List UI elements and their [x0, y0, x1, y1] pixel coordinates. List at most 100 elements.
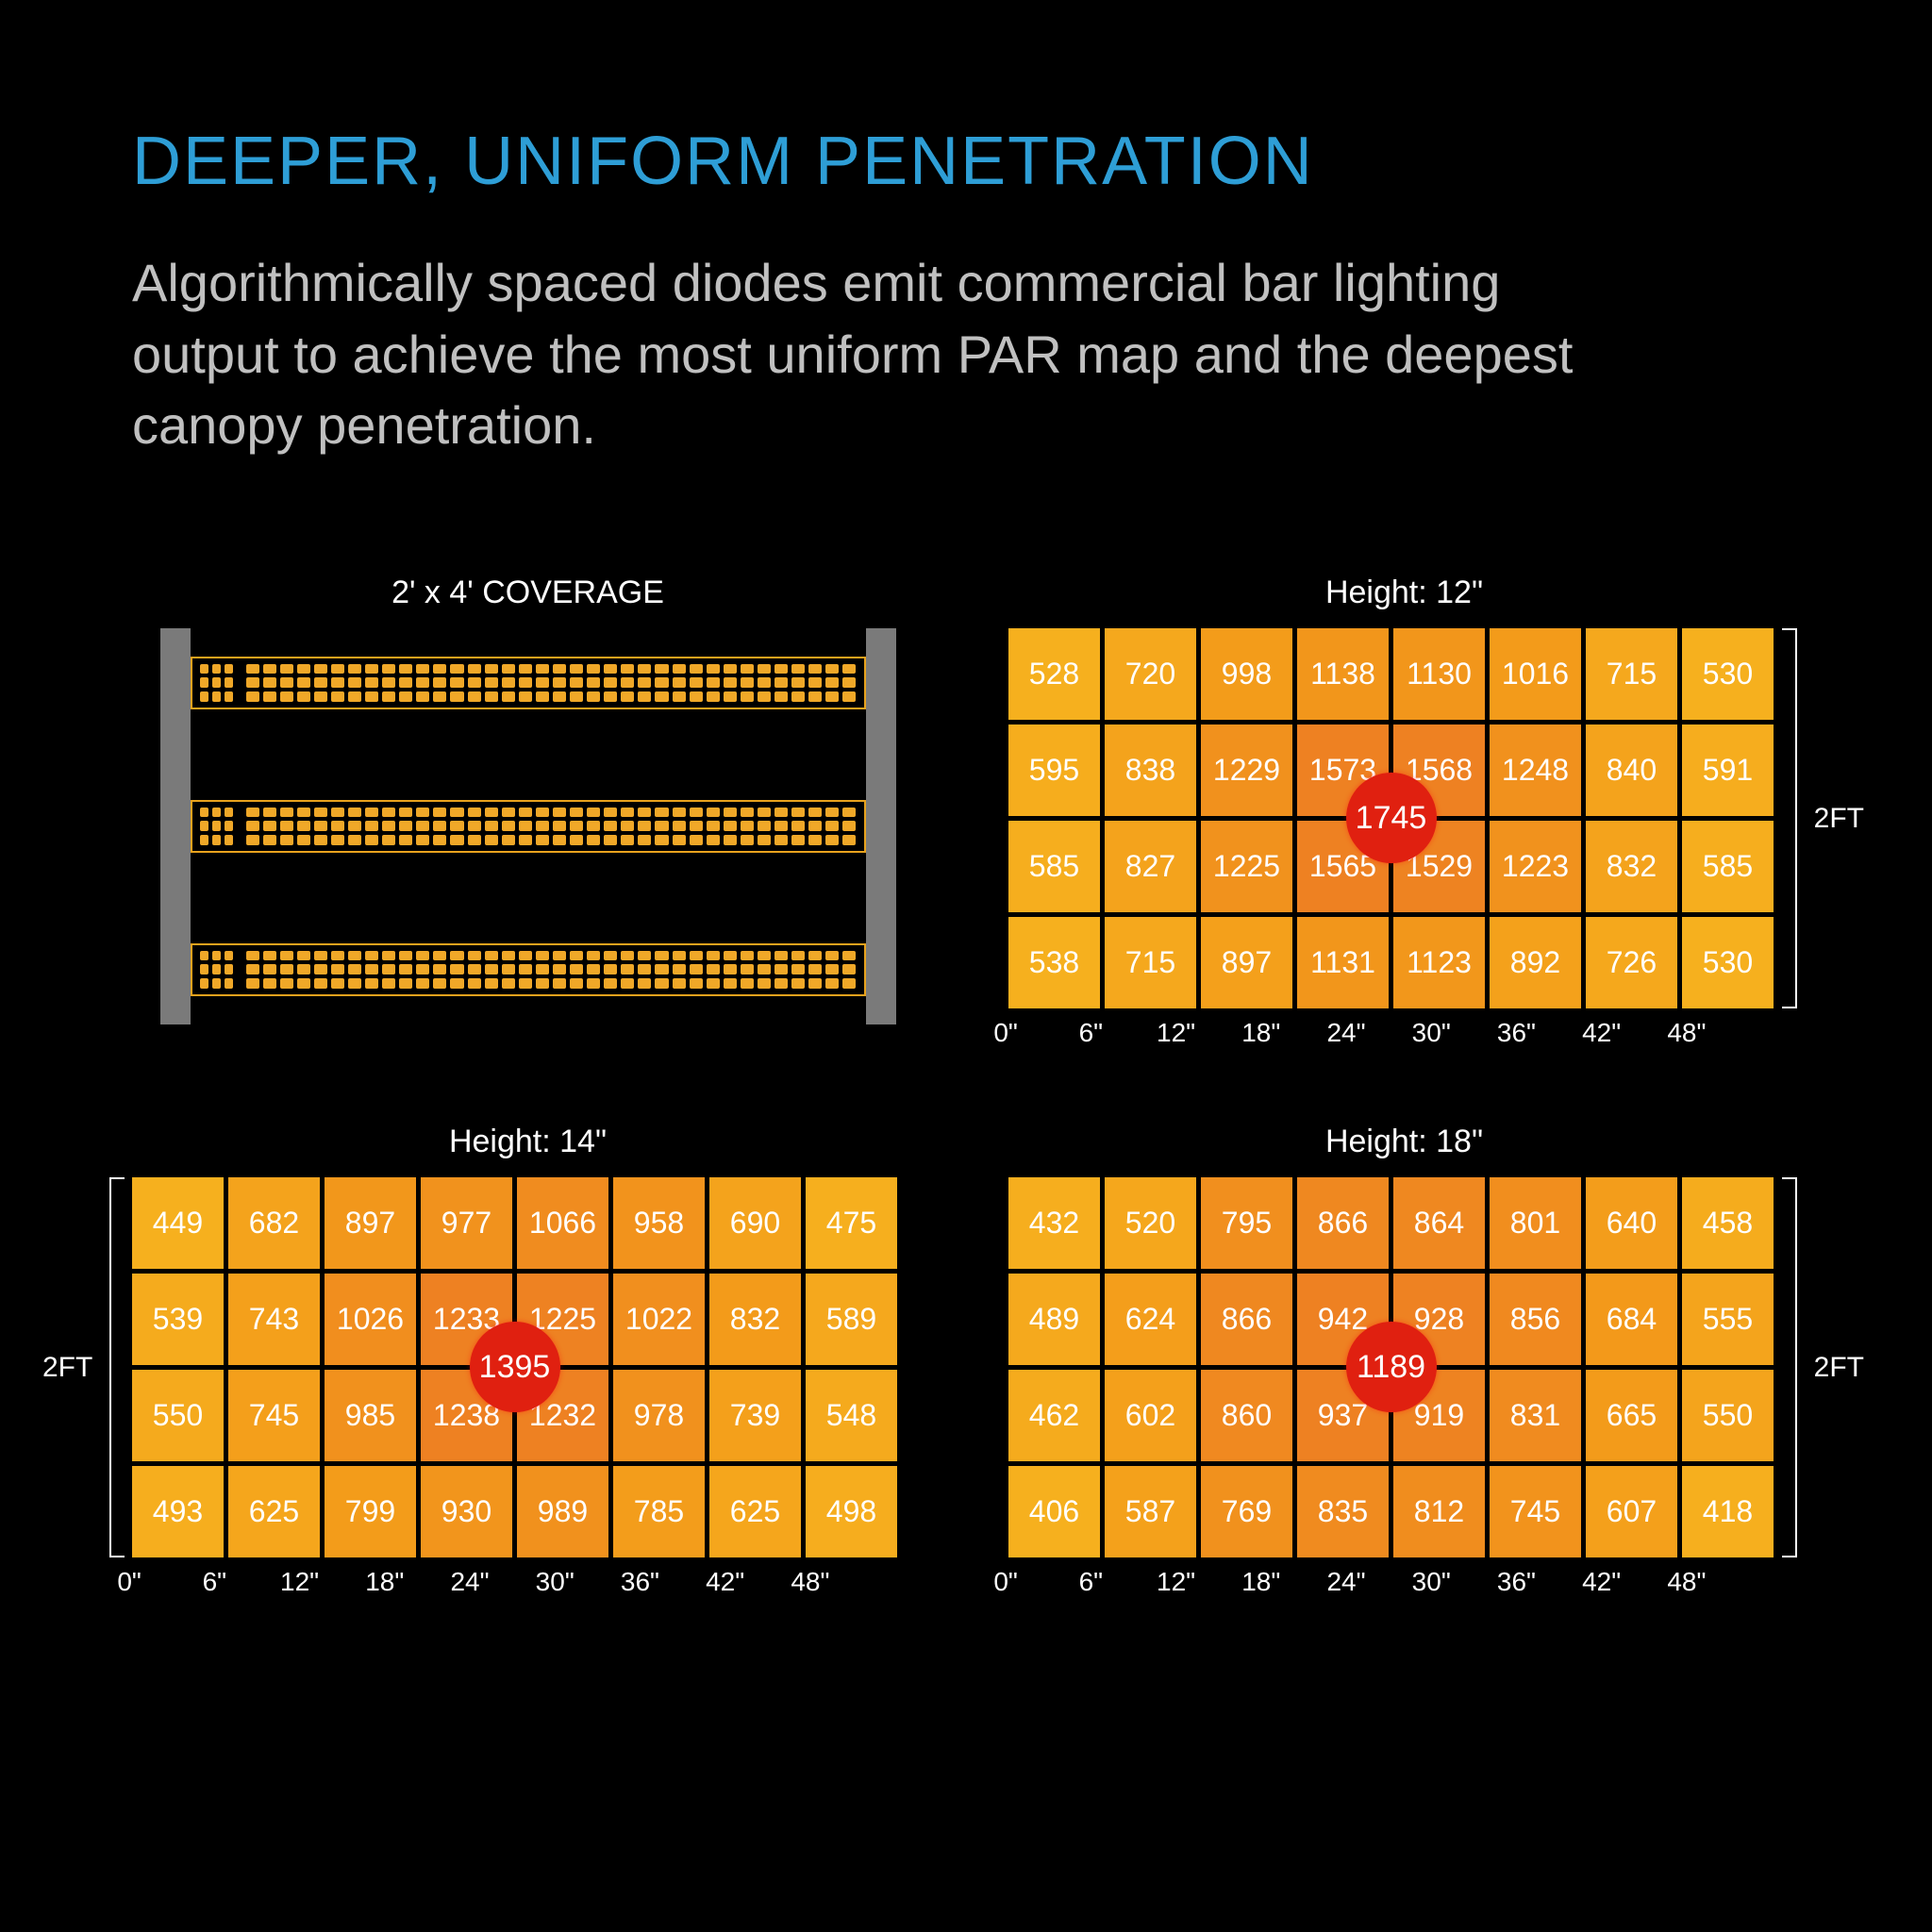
- heatmap-cell: 827: [1105, 821, 1196, 912]
- heatmap-cell: 856: [1490, 1274, 1581, 1365]
- heatmap-cell: 958: [613, 1177, 705, 1269]
- x-axis-tick: 48": [1644, 1018, 1729, 1048]
- heatmap-cell: 989: [517, 1466, 608, 1557]
- heatmap-cell: 866: [1201, 1274, 1292, 1365]
- x-axis-tick: 42": [1559, 1567, 1644, 1597]
- heatmap-cell: 799: [325, 1466, 416, 1557]
- fixture-rail-left: [160, 628, 191, 1024]
- heatmap-cell: 985: [325, 1370, 416, 1461]
- heatmap-cell: 682: [228, 1177, 320, 1269]
- heatmap-cell: 418: [1682, 1466, 1774, 1557]
- heatmap-cell: 864: [1393, 1177, 1485, 1269]
- x-axis-tick: 12": [257, 1567, 341, 1597]
- y-axis-bracket: [109, 1177, 125, 1557]
- heatmap-cell: 690: [709, 1177, 801, 1269]
- heatmap-cell: 739: [709, 1370, 801, 1461]
- heatmap-cell: 555: [1682, 1274, 1774, 1365]
- heatmap-cell: 1123: [1393, 917, 1485, 1008]
- x-axis-tick: 42": [683, 1567, 768, 1597]
- heatmap-cell: 1066: [517, 1177, 608, 1269]
- heatmap-cell: 449: [132, 1177, 224, 1269]
- fixture-diagram: [160, 628, 896, 1024]
- heatmap-cell: 493: [132, 1466, 224, 1557]
- heatmap-cell: 745: [1490, 1466, 1581, 1557]
- heatmap-cell: 665: [1586, 1370, 1677, 1461]
- heatmap-cell: 458: [1682, 1177, 1774, 1269]
- x-axis-tick: 30": [1389, 1018, 1474, 1048]
- y-axis-bracket: [1782, 1177, 1797, 1557]
- page-title: DEEPER, UNIFORM PENETRATION: [132, 123, 1800, 200]
- heatmap-wrap: 5287209981138113010167155305958381229157…: [1008, 628, 1774, 1048]
- heatmap-cell: 585: [1682, 821, 1774, 912]
- x-axis-tick: 24": [1304, 1018, 1389, 1048]
- x-axis-tick: 24": [427, 1567, 512, 1597]
- heatmap-cell: 624: [1105, 1274, 1196, 1365]
- heatmap-peak: 1395: [470, 1322, 560, 1412]
- heatmap-cell: 462: [1008, 1370, 1100, 1461]
- heatmap-cell: 475: [806, 1177, 897, 1269]
- heatmap-cell: 550: [132, 1370, 224, 1461]
- x-axis-tick: 48": [1644, 1567, 1729, 1597]
- x-axis-tick: 12": [1133, 1567, 1218, 1597]
- x-axis-tick: 18": [1219, 1567, 1304, 1597]
- fixture-rail-right: [866, 628, 896, 1024]
- heatmap-grid: 4325207958668648016404584896248669429288…: [1008, 1177, 1774, 1557]
- x-axis-tick: 6": [1048, 1567, 1133, 1597]
- heatmap-cell: 625: [228, 1466, 320, 1557]
- x-axis-tick: 0": [87, 1567, 172, 1597]
- heatmap-cell: 715: [1586, 628, 1677, 720]
- heatmap-cell: 866: [1297, 1177, 1389, 1269]
- heatmap-cell: 530: [1682, 917, 1774, 1008]
- heatmap-cell: 769: [1201, 1466, 1292, 1557]
- heatmap-cell: 892: [1490, 917, 1581, 1008]
- heatmap-cell: 607: [1586, 1466, 1677, 1557]
- heatmap-cell: 743: [228, 1274, 320, 1365]
- heatmap-wrap: 4496828979771066958690475539743102612331…: [132, 1177, 898, 1597]
- heatmap-cell: 1248: [1490, 724, 1581, 816]
- heatmap-cell: 745: [228, 1370, 320, 1461]
- heatmap-cell: 595: [1008, 724, 1100, 816]
- heatmap-cell: 840: [1586, 724, 1677, 816]
- x-axis-tick: 30": [1389, 1567, 1474, 1597]
- heatmap-cell: 795: [1201, 1177, 1292, 1269]
- y-axis-label: 2FT: [1814, 1352, 1864, 1384]
- heatmap-cell: 1016: [1490, 628, 1581, 720]
- heatmap-cell: 1229: [1201, 724, 1292, 816]
- heatmap-cell: 406: [1008, 1466, 1100, 1557]
- heatmap-cell: 978: [613, 1370, 705, 1461]
- heatmap-cell: 539: [132, 1274, 224, 1365]
- heatmap-cell: 489: [1008, 1274, 1100, 1365]
- heatmap-title: Height: 12": [1008, 575, 1800, 611]
- heatmap-cell: 801: [1490, 1177, 1581, 1269]
- heatmap-cell: 432: [1008, 1177, 1100, 1269]
- heatmap-cell: 625: [709, 1466, 801, 1557]
- x-axis-tick: 6": [172, 1567, 257, 1597]
- x-axis-tick: 36": [597, 1567, 682, 1597]
- x-axis-tick: 18": [342, 1567, 427, 1597]
- page-subtitle: Algorithmically spaced diodes emit comme…: [132, 247, 1594, 461]
- heatmap-cell: 838: [1105, 724, 1196, 816]
- heatmap-cell: 812: [1393, 1466, 1485, 1557]
- heatmap-cell: 591: [1682, 724, 1774, 816]
- fixture-panel: 2' x 4' COVERAGE: [132, 575, 924, 1048]
- fixture-title: 2' x 4' COVERAGE: [132, 575, 924, 611]
- heatmap-cell: 1130: [1393, 628, 1485, 720]
- heatmap-cell: 715: [1105, 917, 1196, 1008]
- heatmap-cell: 602: [1105, 1370, 1196, 1461]
- heatmap-peak: 1745: [1346, 773, 1437, 863]
- heatmap-cell: 726: [1586, 917, 1677, 1008]
- heatmap-cell: 897: [1201, 917, 1292, 1008]
- heatmap-cell: 860: [1201, 1370, 1292, 1461]
- heatmap-cell: 998: [1201, 628, 1292, 720]
- heatmap-cell: 589: [806, 1274, 897, 1365]
- heatmap-cell: 585: [1008, 821, 1100, 912]
- heatmap-cell: 1223: [1490, 821, 1581, 912]
- led-bar: [191, 943, 866, 996]
- x-axis-tick: 30": [512, 1567, 597, 1597]
- heatmap-grid: 5287209981138113010167155305958381229157…: [1008, 628, 1774, 1008]
- x-axis-tick: 0": [963, 1567, 1048, 1597]
- y-axis-label: 2FT: [42, 1352, 92, 1384]
- heatmap-cell: 640: [1586, 1177, 1677, 1269]
- heatmap-cell: 930: [421, 1466, 512, 1557]
- heatmap-cell: 498: [806, 1466, 897, 1557]
